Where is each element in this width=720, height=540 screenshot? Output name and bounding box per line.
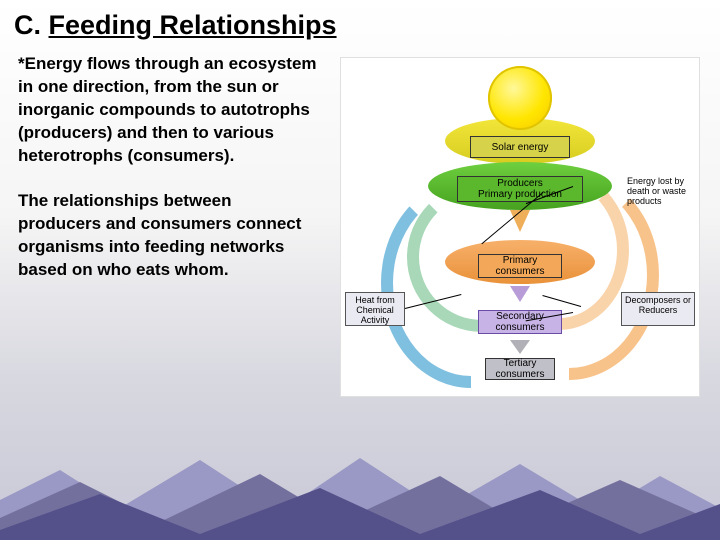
arrow-secondary-to-tertiary (510, 340, 530, 354)
primary-label-2: consumers (483, 266, 557, 277)
title-main: Feeding Relationships (49, 10, 337, 40)
decomp-label: Decomposers or Reducers (625, 295, 691, 315)
tertiary-consumers-node: Tertiary consumers (485, 358, 555, 380)
tertiary-label-2: consumers (490, 369, 550, 380)
title-prefix: C. (14, 10, 49, 40)
secondary-label-2: consumers (483, 322, 557, 333)
sun-icon (488, 66, 552, 130)
decomposers-node: Decomposers or Reducers (621, 292, 695, 326)
solar-label: Solar energy (475, 142, 565, 153)
primary-label-1: Primary (483, 255, 557, 266)
solar-energy-node: Solar energy (470, 136, 570, 158)
arrow-producers-to-primary (510, 210, 530, 232)
text-column: *Energy flows through an ecosystem in on… (18, 53, 318, 397)
paragraph-2: The relationships between producers and … (18, 190, 318, 282)
heat-label: Heat from Chemical Activity (355, 295, 395, 325)
paragraph-1: *Energy flows through an ecosystem in on… (18, 53, 318, 168)
energy-flow-diagram: Solar energy Producers Primary productio… (340, 57, 700, 397)
slide-title: C. Feeding Relationships (0, 0, 720, 45)
heat-loss-node: Heat from Chemical Activity (345, 292, 405, 326)
diagram-column: Solar energy Producers Primary productio… (334, 53, 706, 397)
arrow-primary-to-secondary (510, 286, 530, 302)
content-area: *Energy flows through an ecosystem in on… (0, 45, 720, 397)
primary-consumers-node: Primary consumers (478, 254, 562, 278)
tertiary-label-1: Tertiary (490, 358, 550, 369)
energy-lost-label: Energy lost by death or waste products (627, 176, 697, 206)
mountain-footer-graphic (0, 430, 720, 540)
producers-label-1: Producers (462, 178, 578, 189)
secondary-consumers-node: Secondary consumers (478, 310, 562, 334)
